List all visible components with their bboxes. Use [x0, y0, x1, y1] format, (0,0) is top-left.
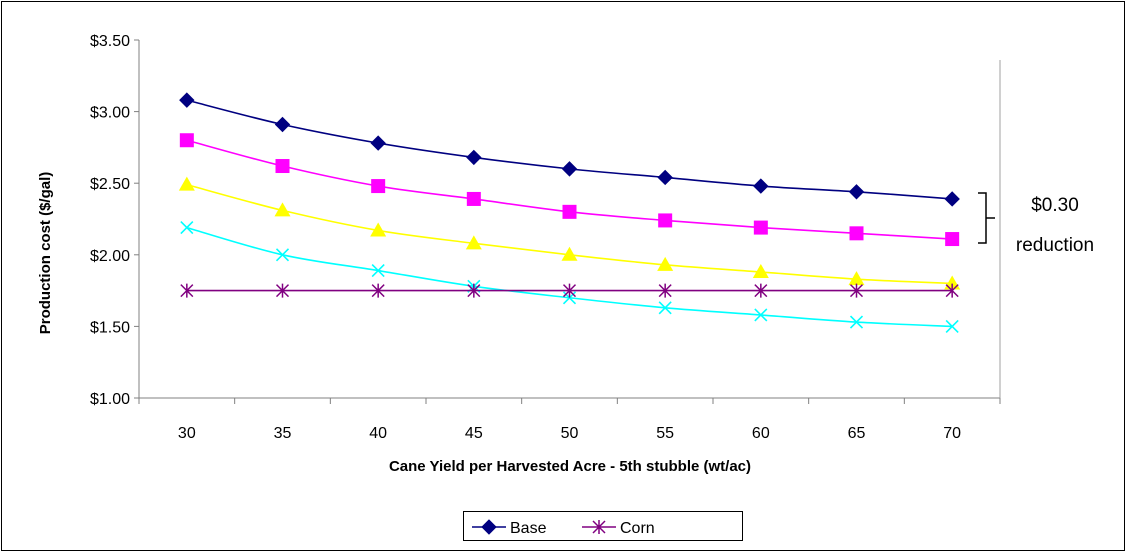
- series-1-point: [945, 232, 960, 247]
- reduction-bracket: [978, 192, 995, 244]
- x-tick-label: 70: [943, 425, 961, 442]
- series-0-point: [753, 178, 769, 194]
- series-line-0: [186, 99, 953, 200]
- y-tick-label: $3.00: [90, 105, 130, 122]
- legend-marker: [481, 519, 497, 535]
- series-2-point: [752, 263, 769, 278]
- series-0-point: [274, 116, 291, 133]
- legend-label: Corn: [620, 520, 655, 537]
- y-tick-label: $1.00: [90, 391, 130, 408]
- x-tick-label: 55: [656, 425, 674, 442]
- series-2-point: [178, 176, 195, 191]
- series-3-point: [945, 319, 959, 333]
- y-tick-label: $3.50: [90, 33, 130, 50]
- x-tick-label: 30: [178, 425, 196, 442]
- series-1-point: [753, 220, 768, 235]
- x-tick-label: 60: [752, 425, 770, 442]
- y-tick-label: $2.00: [90, 248, 130, 265]
- annotation-amount: $0.30: [1031, 195, 1079, 216]
- series-0-point: [657, 169, 673, 186]
- annotation-reduction: reduction: [1016, 235, 1094, 256]
- series-0-point: [370, 135, 386, 151]
- series-1-point: [466, 191, 481, 206]
- series-2-point: [465, 235, 482, 250]
- legend-svg: Base Corn: [472, 519, 655, 537]
- series-line-3: [186, 226, 953, 328]
- series-4-point: [371, 283, 385, 298]
- series-3-point: [849, 315, 864, 329]
- series-0-point: [561, 161, 578, 177]
- series-0-point: [179, 92, 195, 108]
- series-4-point: [275, 283, 290, 298]
- y-tick-label: $1.50: [90, 319, 130, 336]
- y-axis-title: Production cost ($/gal): [37, 172, 54, 335]
- series-2-point: [848, 271, 865, 286]
- series-1-point: [562, 204, 577, 219]
- series-3-point: [754, 308, 768, 322]
- series-4-point: [849, 283, 864, 298]
- legend: Base Corn: [463, 511, 743, 541]
- series-2-point: [370, 222, 387, 237]
- plot-area: $1.00 $1.50 $2.00 $2.50 $3.00 $3.50 30 35 40 45 50…: [90, 33, 1001, 442]
- series-3-point: [658, 301, 672, 315]
- x-tick-label: 40: [369, 425, 387, 442]
- series-line-2: [186, 183, 953, 285]
- series-1-point: [275, 159, 290, 174]
- series-1-point: [658, 213, 673, 228]
- series-3-point: [275, 248, 290, 262]
- series-1-point: [179, 133, 194, 148]
- series-4-point: [467, 283, 481, 298]
- x-tick-label: 65: [848, 425, 866, 442]
- y-tick-label: $2.50: [90, 176, 130, 193]
- x-tick-label: 35: [274, 425, 292, 442]
- series-4-point: [945, 283, 959, 298]
- series-4-point: [658, 283, 672, 298]
- series-4-point: [754, 283, 768, 298]
- series-line-1: [186, 139, 953, 240]
- series-0-point: [848, 184, 865, 200]
- series-4-point: [562, 283, 577, 298]
- series-0-point: [944, 191, 960, 207]
- series-2-point: [274, 202, 291, 217]
- x-tick-label: 45: [465, 425, 483, 442]
- series-1-point: [371, 179, 386, 194]
- series-3-point: [371, 263, 385, 278]
- series-2-point: [657, 256, 674, 271]
- legend-marker: [592, 520, 606, 534]
- series-4-point: [180, 283, 194, 298]
- series-3-point: [180, 221, 194, 235]
- x-tick-label: 50: [561, 425, 579, 442]
- series-1-point: [849, 226, 864, 241]
- legend-label: Base: [510, 520, 547, 537]
- x-axis-title: Cane Yield per Harvested Acre - 5th stub…: [389, 458, 751, 475]
- series-2-point: [561, 246, 578, 261]
- series-0-point: [466, 149, 482, 166]
